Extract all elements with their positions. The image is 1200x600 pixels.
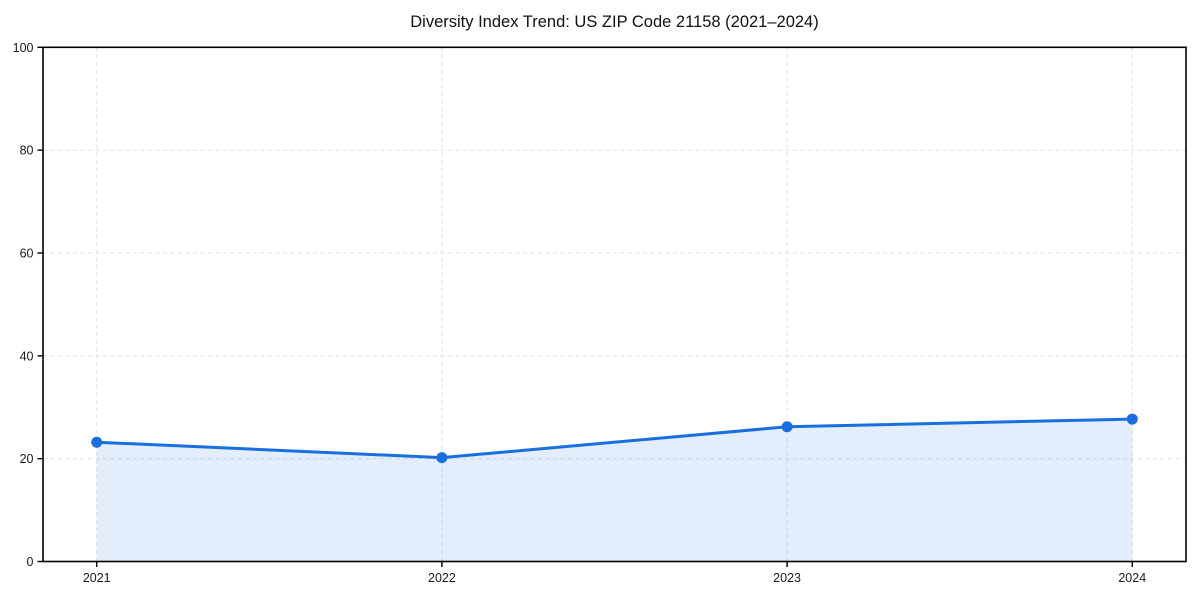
y-tick-label-100: 100 bbox=[13, 41, 34, 55]
chart-title: Diversity Index Trend: US ZIP Code 21158… bbox=[410, 13, 819, 31]
data-point-2022 bbox=[436, 452, 448, 464]
x-tick-label-2022: 2022 bbox=[428, 571, 456, 585]
gridlines bbox=[43, 47, 1186, 562]
data-point-2024 bbox=[1126, 413, 1138, 425]
data-point-2023 bbox=[781, 421, 793, 433]
y-tick-label-20: 20 bbox=[20, 452, 34, 466]
trend-line bbox=[95, 417, 1134, 460]
plot-border bbox=[42, 46, 1187, 563]
axis-ticks bbox=[37, 46, 1133, 567]
y-tick-label-40: 40 bbox=[20, 349, 34, 363]
y-tick-label-80: 80 bbox=[20, 144, 34, 158]
area-fill bbox=[96, 419, 1133, 562]
x-tick-label-2023: 2023 bbox=[773, 571, 801, 585]
x-tick-label-2021: 2021 bbox=[83, 571, 111, 585]
data-point-2021 bbox=[91, 436, 103, 448]
x-tick-label-2024: 2024 bbox=[1118, 571, 1146, 585]
y-tick-label-60: 60 bbox=[20, 246, 34, 260]
y-tick-label-0: 0 bbox=[27, 555, 34, 569]
axis-tick-labels: 0 20 40 60 80 100 2021 2022 2023 2024 bbox=[13, 41, 1147, 585]
